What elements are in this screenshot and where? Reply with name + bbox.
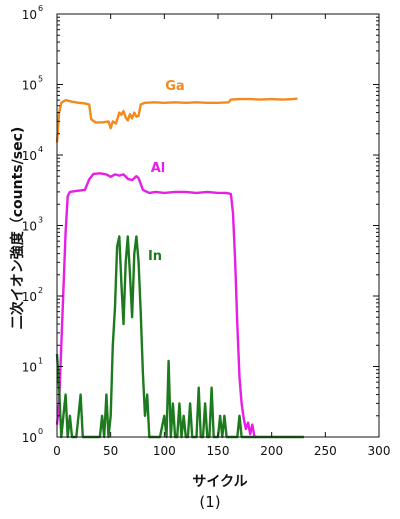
series-line-al xyxy=(55,172,257,439)
y-axis-title: 二次イオン強度（counts/sec) xyxy=(9,127,26,330)
y-tick-exponent: 5 xyxy=(38,75,43,84)
y-tick-label: 10 xyxy=(22,149,37,163)
y-tick-exponent: 0 xyxy=(38,427,43,436)
y-tick-label: 10 xyxy=(22,290,37,304)
y-tick-base: 10 xyxy=(22,290,37,304)
y-tick-label: 10 xyxy=(22,220,37,234)
y-tick-label: 10 xyxy=(22,431,37,445)
x-tick-label: 50 xyxy=(103,444,118,458)
series-label-in: In xyxy=(148,249,162,264)
y-tick-label: 10 xyxy=(22,361,37,375)
y-tick-exponent: 1 xyxy=(38,357,43,366)
y-tick-base: 10 xyxy=(22,149,37,163)
y-tick-base: 10 xyxy=(22,8,37,22)
plot-frame xyxy=(56,13,380,438)
y-tick-exponent: 3 xyxy=(38,216,43,225)
y-tick-exponent: 6 xyxy=(38,4,43,13)
series-line-ga xyxy=(55,97,298,143)
y-tick-label: 10 xyxy=(22,8,37,22)
y-tick-base: 10 xyxy=(22,431,37,445)
x-axis-title: サイクル xyxy=(192,474,247,490)
series-label-al: Al xyxy=(151,161,166,176)
y-tick-base: 10 xyxy=(22,79,37,93)
y-tick-base: 10 xyxy=(22,220,37,234)
figure-caption: (1) xyxy=(199,493,220,511)
y-tick-base: 10 xyxy=(22,361,37,375)
series-layer: Ga Al In xyxy=(55,79,304,439)
x-tick-label: 250 xyxy=(314,444,337,458)
x-tick-label: 100 xyxy=(153,444,176,458)
x-tick-label: 200 xyxy=(260,444,283,458)
y-tick-label: 10 xyxy=(22,79,37,93)
y-tick-exponent: 4 xyxy=(38,145,43,154)
series-line-in xyxy=(55,235,304,439)
x-tick-label: 0 xyxy=(53,444,61,458)
series-label-ga: Ga xyxy=(165,79,184,94)
x-tick-label: 150 xyxy=(207,444,230,458)
y-tick-exponent: 2 xyxy=(38,286,43,295)
x-tick-label: 300 xyxy=(368,444,391,458)
